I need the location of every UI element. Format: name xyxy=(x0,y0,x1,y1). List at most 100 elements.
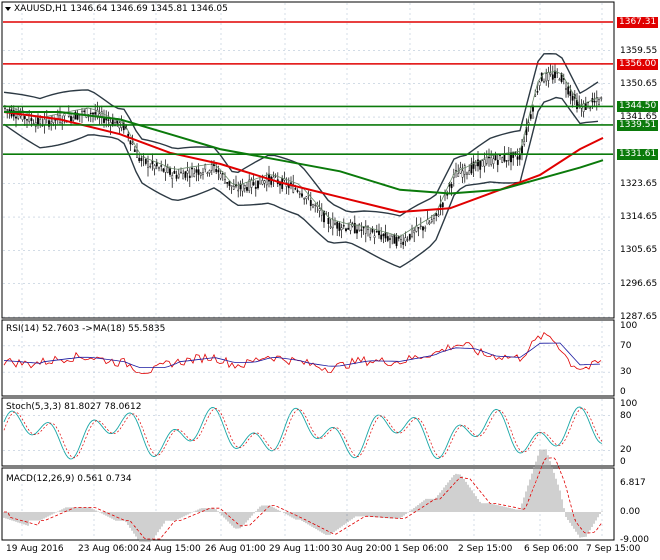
price-axis-label: 1323.65 xyxy=(620,178,658,189)
stoch-lines xyxy=(3,406,613,460)
rsi-ma-label: ->MA(18) 55.5835 xyxy=(82,324,166,334)
candle-body xyxy=(191,167,193,170)
candle-body xyxy=(39,119,42,124)
candle-body xyxy=(43,118,46,125)
candle-body xyxy=(263,180,266,184)
candle-body xyxy=(571,95,574,101)
candle-body xyxy=(199,172,202,176)
candle-body xyxy=(470,163,473,174)
candle-body xyxy=(164,166,167,173)
candle-body xyxy=(358,224,361,231)
candle-body xyxy=(74,111,77,120)
candle-body xyxy=(371,228,374,233)
candle-body xyxy=(162,168,165,172)
candle-body xyxy=(378,230,380,236)
candle-body xyxy=(312,204,314,208)
candle-body xyxy=(417,227,420,229)
candle-body xyxy=(505,160,508,162)
rsi-axis-label: 100 xyxy=(620,321,638,331)
candle-body xyxy=(393,234,396,244)
candle-body xyxy=(503,154,506,162)
symbol-label: XAUUSD,H1 xyxy=(14,4,68,14)
candle-body xyxy=(501,157,504,163)
candle-body xyxy=(318,208,321,211)
candle-body xyxy=(406,239,409,241)
macd-panel-frame xyxy=(1,467,615,541)
candle-body xyxy=(545,73,548,82)
time-axis-label: 24 Aug 15:00 xyxy=(140,544,201,554)
candle-body xyxy=(433,214,435,219)
candle-body xyxy=(309,200,312,206)
candle-body xyxy=(547,72,550,81)
rsi-axis-label: 70 xyxy=(620,340,632,351)
candle-body xyxy=(230,185,233,187)
candle-body xyxy=(241,183,244,192)
rsi-axis-label: 0 xyxy=(620,387,626,397)
candle-body xyxy=(367,226,369,230)
candle-body xyxy=(389,238,391,240)
candle-body xyxy=(149,165,152,168)
candle-body xyxy=(50,121,53,125)
candle-body xyxy=(529,114,532,119)
ohlc-open: 1346.64 xyxy=(70,4,108,14)
stoch-axis-label: 0 xyxy=(620,457,626,467)
candle-body xyxy=(329,226,332,228)
candle-body xyxy=(261,180,264,185)
candle-body xyxy=(257,180,259,189)
candle-body xyxy=(598,99,600,105)
candle-body xyxy=(395,237,398,247)
candle-body xyxy=(173,171,176,174)
candle-body xyxy=(567,86,570,95)
dropdown-triangle-icon[interactable] xyxy=(5,7,11,11)
candle-body xyxy=(424,227,427,229)
candle-body xyxy=(485,157,488,164)
candle-body xyxy=(338,223,341,231)
time-axis-label: 2 Sep 15:00 xyxy=(458,544,513,554)
candle-body xyxy=(169,168,171,175)
candle-body xyxy=(426,219,429,225)
candle-body xyxy=(560,73,563,82)
time-axis-label: 26 Aug 01:00 xyxy=(205,544,266,554)
candle-body xyxy=(490,157,493,165)
time-axis-label: 1 Sep 06:00 xyxy=(394,544,449,554)
candle-body xyxy=(144,159,147,164)
macd-axis-label: 0.00 xyxy=(620,507,641,517)
candle-body xyxy=(217,169,220,173)
ma-red xyxy=(3,111,604,214)
candle-body xyxy=(479,160,482,170)
candle-body xyxy=(294,188,297,190)
candle-body xyxy=(129,140,132,145)
candle-body xyxy=(147,160,149,168)
candle-body xyxy=(521,145,523,154)
candle-body xyxy=(373,235,376,238)
candle-body xyxy=(362,226,365,229)
candle-body xyxy=(17,114,20,119)
macd-header: MACD(12,26,9) 0.561 0.734 xyxy=(6,474,132,484)
candle-body xyxy=(554,70,556,79)
candle-body xyxy=(184,171,187,178)
candle-body xyxy=(314,204,317,206)
stoch-header: Stoch(5,3,3) 81.8027 78.0612 xyxy=(6,402,142,412)
rsi-panel-frame xyxy=(1,319,615,397)
candle-body xyxy=(254,187,257,189)
candle-body xyxy=(103,118,105,123)
candle-body xyxy=(507,154,510,161)
candle-body xyxy=(441,202,444,208)
candle-body xyxy=(428,222,431,224)
candle-body xyxy=(437,214,440,217)
stoch-d-line xyxy=(3,407,603,459)
price-axis-label: 1296.65 xyxy=(620,278,658,289)
rsi-header: RSI(14) 52.7603 ->MA(18) 55.5835 xyxy=(6,324,165,335)
candle-body xyxy=(151,160,154,165)
candle-body xyxy=(331,219,334,229)
candle-body xyxy=(243,185,246,189)
macd-axis-label: 6.817 xyxy=(620,478,646,489)
candle-body xyxy=(435,212,438,216)
candle-body xyxy=(63,113,66,117)
rsi-axis-label: 30 xyxy=(620,367,632,378)
candle-body xyxy=(411,228,413,237)
rsi-ma-line xyxy=(3,342,601,368)
price-tag: 1367.31 xyxy=(617,17,659,28)
candle-body xyxy=(26,119,28,121)
